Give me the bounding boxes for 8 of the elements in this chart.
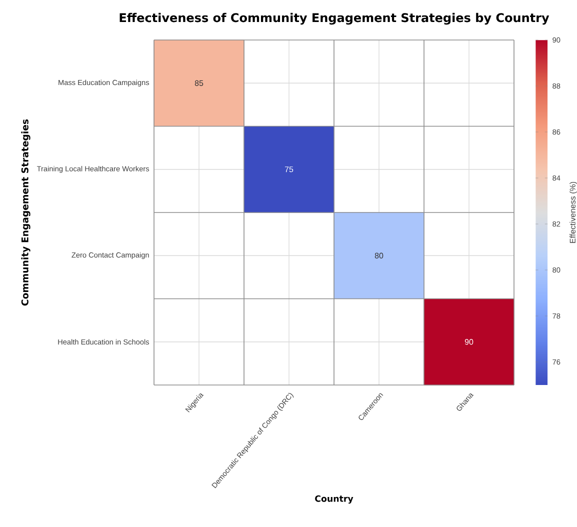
data-label: 90	[464, 339, 474, 345]
x-axis-title: Country	[315, 495, 354, 504]
data-label: 75	[284, 166, 294, 172]
chart-title: Effectiveness of Community Engagement Strategies by Country	[120, 12, 550, 25]
data-label: 80	[374, 252, 384, 258]
color-bar-title: Effectiveness (%)	[570, 182, 577, 243]
y-axis-title: Community Engagement Strategies	[21, 119, 30, 306]
data-label: 85	[194, 80, 204, 86]
